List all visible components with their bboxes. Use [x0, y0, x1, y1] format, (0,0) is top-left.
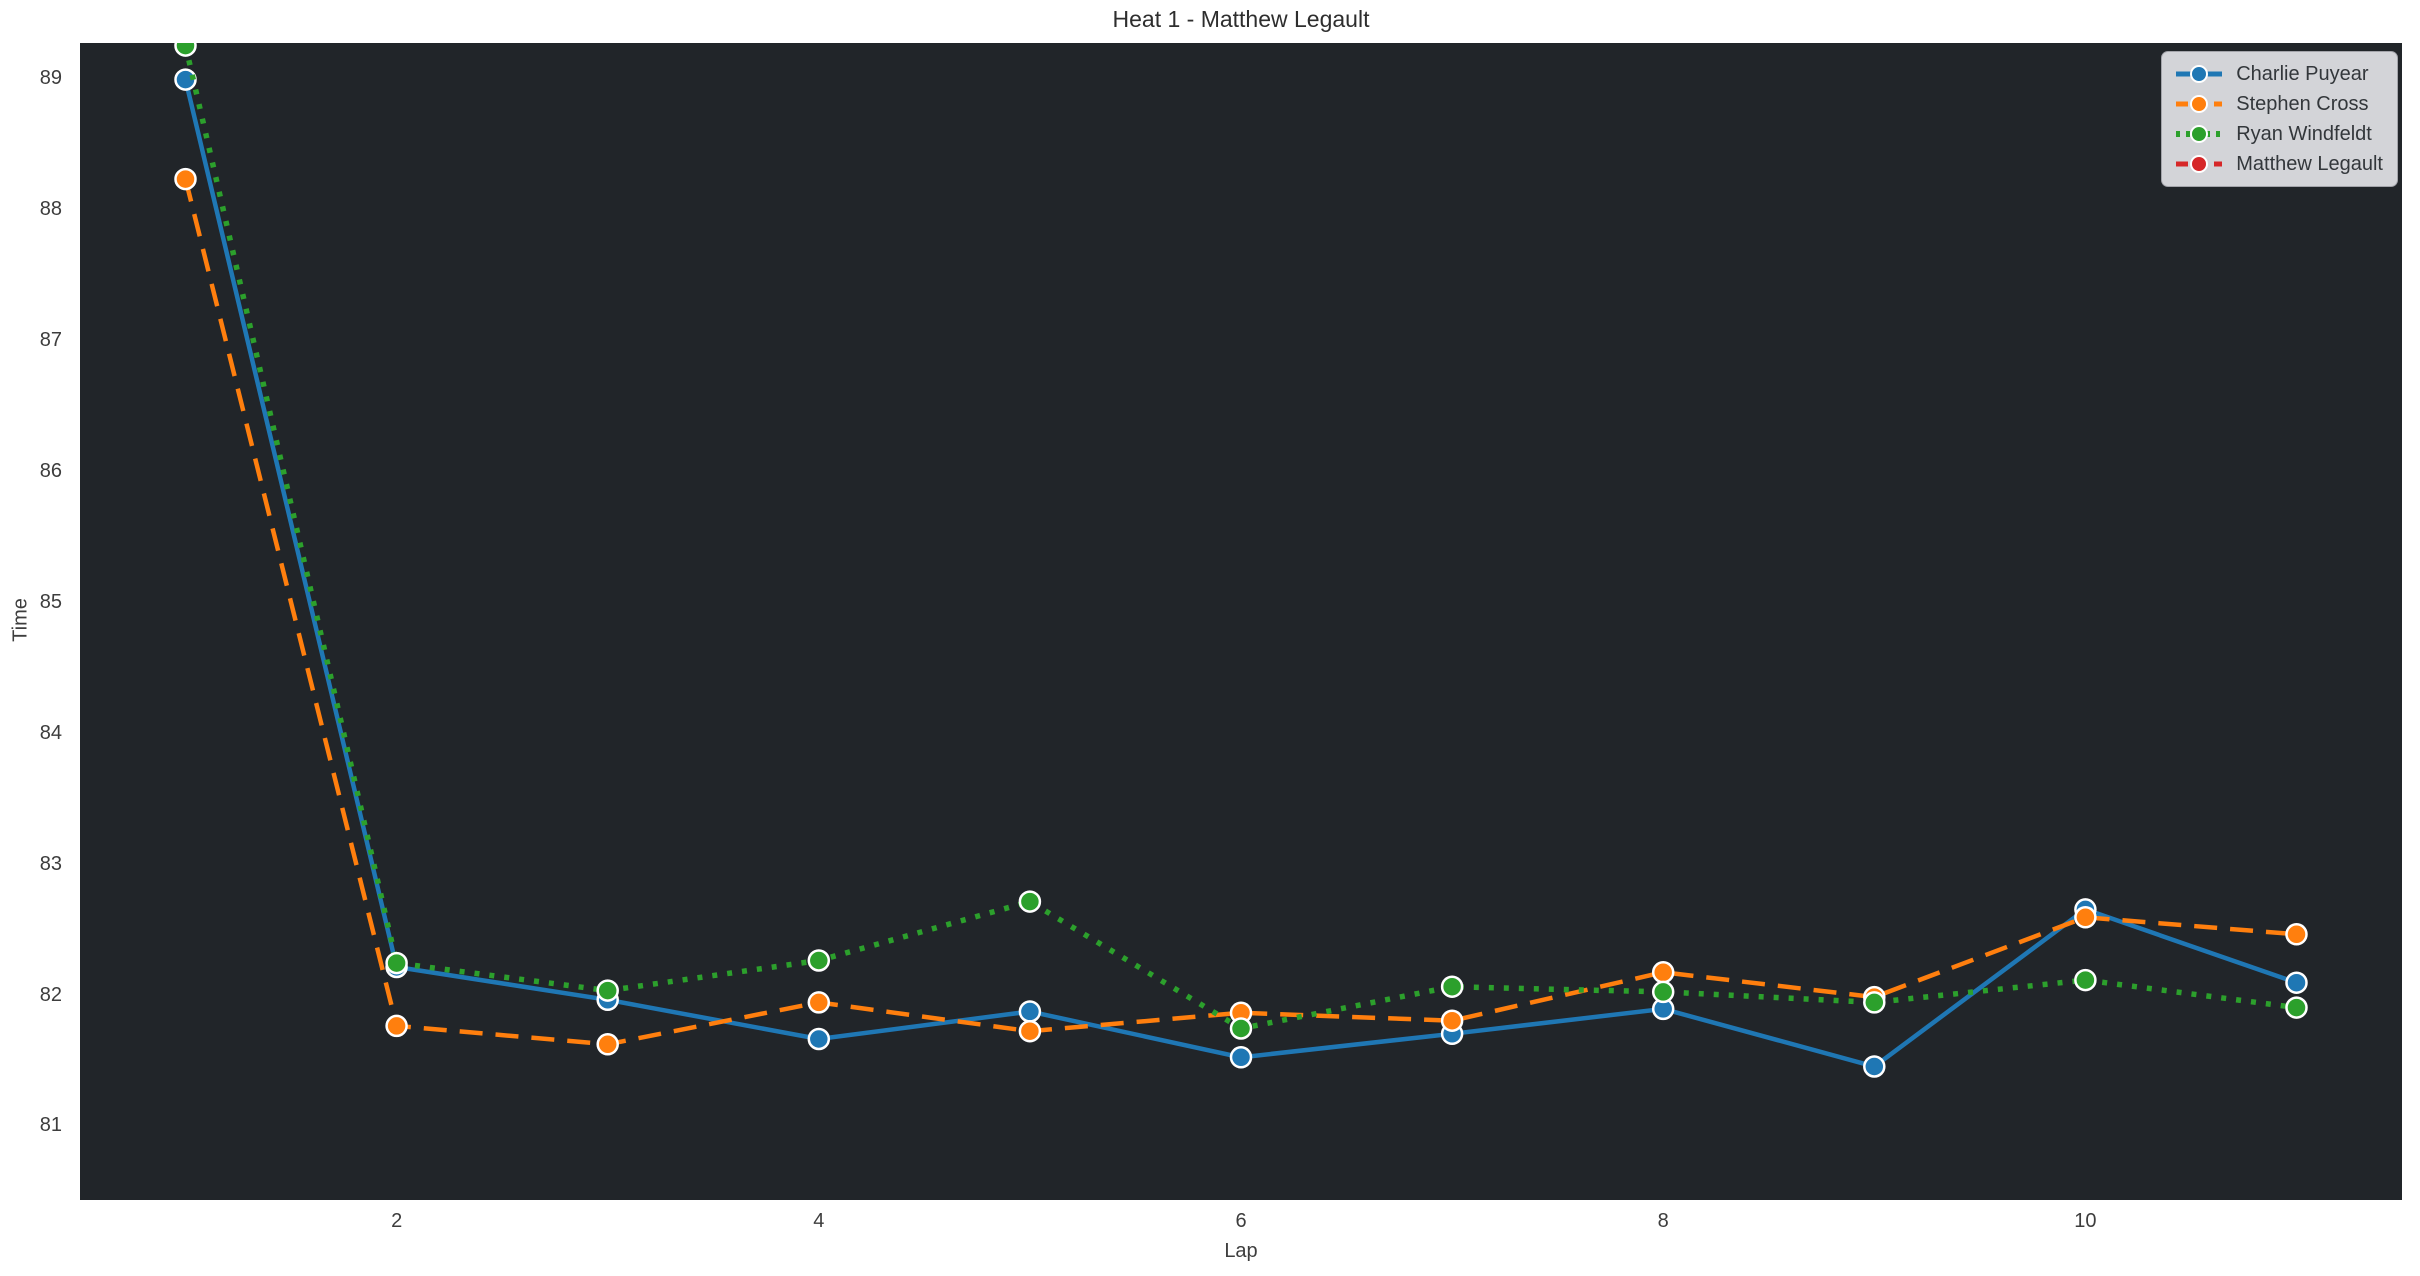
y-tick-label: 86: [39, 459, 62, 482]
x-tick-label: 2: [391, 1210, 403, 1232]
legend-item-label: Matthew Legault: [2236, 152, 2383, 175]
data-point-ryan-windfeldt: [1863, 991, 1886, 1014]
legend-item-label: Charlie Puyear: [2236, 62, 2369, 85]
y-tick-label: 88: [39, 198, 62, 221]
y-tick-label: 82: [39, 983, 62, 1006]
data-point-ryan-windfeldt: [596, 979, 619, 1002]
data-point-ryan-windfeldt: [2285, 996, 2308, 1019]
data-point-ryan-windfeldt: [385, 951, 408, 975]
y-tick-label: 85: [39, 590, 62, 613]
legend-item-ryan-windfeldt: Ryan Windfeldt: [2174, 121, 2383, 147]
series-line-stephen-cross: [183, 178, 2297, 1047]
legend: Charlie Puyear Stephen Cross Ryan Windfeld…: [2161, 51, 2398, 187]
y-tick-label: 87: [39, 329, 62, 352]
data-point-charlie-puyear: [1229, 1046, 1253, 1069]
data-point-stephen-cross: [385, 1014, 408, 1038]
data-point-ryan-windfeldt: [1440, 975, 1464, 998]
y-tick-label: 83: [39, 852, 62, 875]
data-point-stephen-cross: [807, 991, 831, 1014]
data-point-charlie-puyear: [1018, 1000, 1042, 1023]
data-point-ryan-windfeldt: [1018, 890, 1042, 913]
data-point-ryan-windfeldt: [174, 43, 197, 57]
legend-line-swatch-icon: [2176, 155, 2223, 173]
data-point-stephen-cross: [1651, 961, 1675, 984]
x-tick-label: 10: [2074, 1210, 2097, 1232]
data-point-ryan-windfeldt: [2074, 968, 2097, 992]
data-point-charlie-puyear: [174, 68, 197, 91]
legend-item-matthew-legault: Matthew Legault: [2174, 151, 2383, 177]
data-point-stephen-cross: [174, 167, 197, 191]
y-tick-label: 81: [39, 1114, 62, 1137]
legend-line-swatch-icon: [2176, 65, 2223, 83]
x-tick-label: 4: [813, 1210, 825, 1232]
series-line-ryan-windfeldt: [182, 44, 2297, 1032]
legend-line-swatch-icon: [2176, 95, 2223, 113]
x-tick-label: 8: [1657, 1210, 1669, 1232]
legend-item-label: Ryan Windfeldt: [2236, 122, 2372, 145]
x-tick-label: 6: [1235, 1210, 1247, 1232]
series-line-charlie-puyear: [183, 79, 2298, 1069]
legend-item-stephen-cross: Stephen Cross: [2174, 91, 2383, 117]
y-axis-label: Time: [9, 598, 32, 642]
plot-area: Charlie Puyear Stephen Cross Ryan Windfeld…: [80, 43, 2402, 1200]
plot-canvas: [174, 43, 2308, 1078]
data-point-ryan-windfeldt: [807, 949, 831, 972]
data-point-charlie-puyear: [1863, 1055, 1886, 1078]
data-point-stephen-cross: [1018, 1019, 1042, 1043]
legend-item-label: Stephen Cross: [2236, 92, 2369, 115]
y-tick-label: 89: [39, 67, 62, 90]
y-tick-label: 84: [39, 721, 62, 744]
legend-line-swatch-icon: [2176, 125, 2223, 143]
data-point-stephen-cross: [2285, 923, 2308, 946]
legend-item-charlie-puyear: Charlie Puyear: [2174, 61, 2383, 87]
data-point-charlie-puyear: [2285, 971, 2308, 994]
data-point-stephen-cross: [1440, 1009, 1464, 1032]
x-axis-label: Lap: [1224, 1240, 1258, 1262]
data-point-stephen-cross: [596, 1033, 619, 1056]
data-point-ryan-windfeldt: [1651, 980, 1675, 1004]
data-point-ryan-windfeldt: [1229, 1017, 1253, 1040]
data-point-stephen-cross: [2074, 906, 2097, 929]
chart-title: Heat 1 - Matthew Legault: [1112, 6, 1370, 32]
data-point-charlie-puyear: [807, 1027, 831, 1051]
